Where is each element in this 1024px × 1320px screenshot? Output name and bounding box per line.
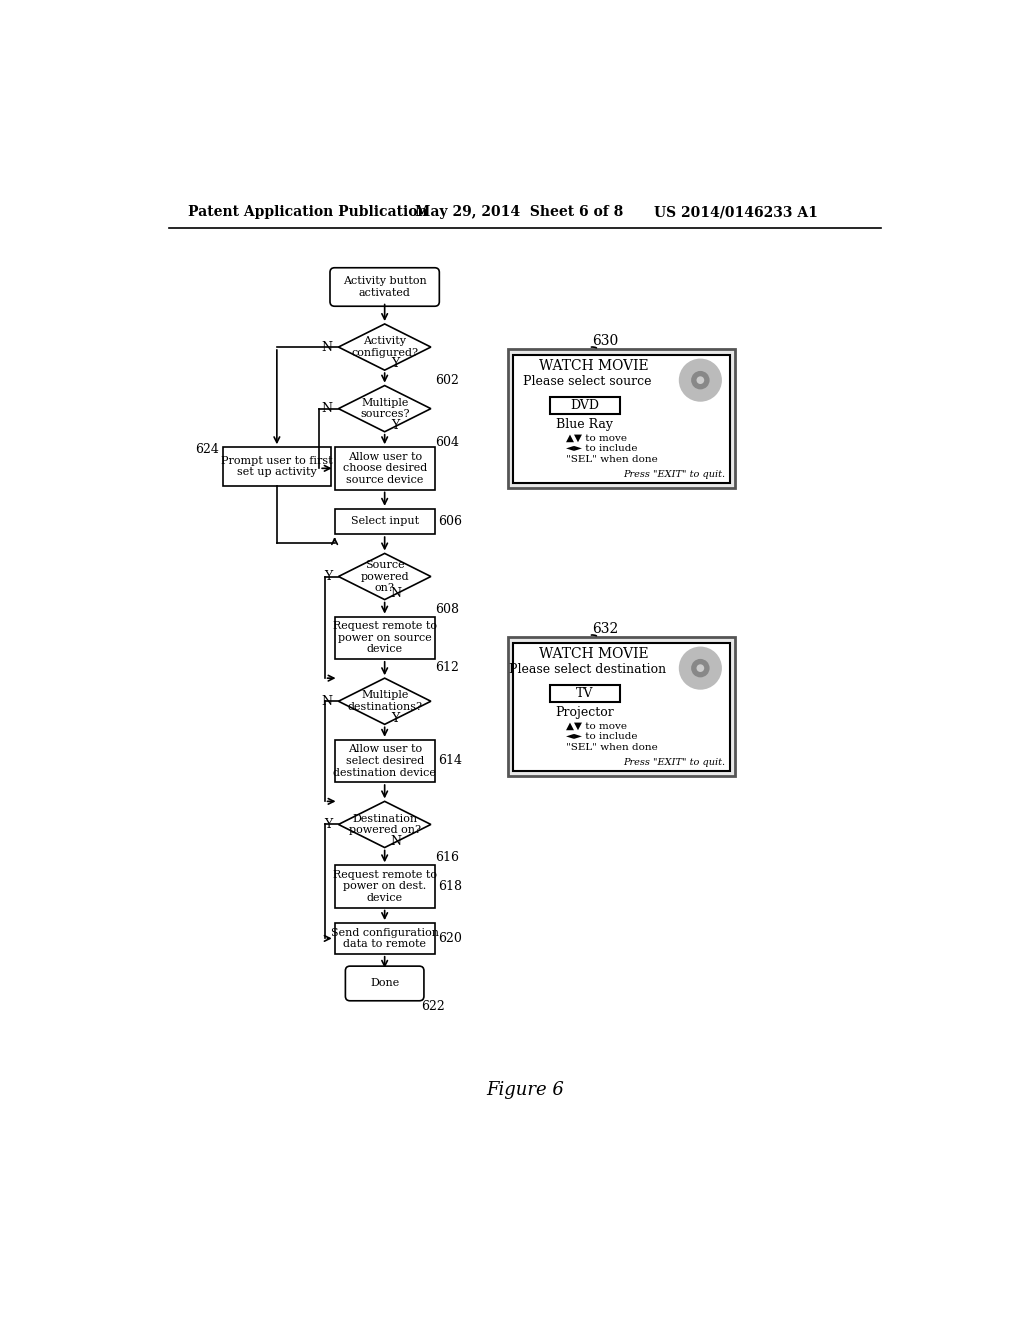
Text: N: N <box>391 587 401 601</box>
Circle shape <box>696 376 705 384</box>
Text: 624: 624 <box>196 444 219 457</box>
Polygon shape <box>339 553 431 599</box>
Circle shape <box>691 659 710 677</box>
Text: Patent Application Publication: Patent Application Publication <box>188 206 428 219</box>
Text: N: N <box>322 341 333 354</box>
Bar <box>335 447 435 490</box>
Text: ▲▼ to move
◄► to include
"SEL" when done: ▲▼ to move ◄► to include "SEL" when done <box>565 434 657 463</box>
Text: Allow user to
choose desired
source device: Allow user to choose desired source devi… <box>343 451 427 484</box>
Bar <box>335 508 435 535</box>
Text: Y: Y <box>391 711 399 725</box>
Text: Projector: Projector <box>555 706 614 719</box>
Circle shape <box>679 359 722 401</box>
Bar <box>513 643 730 771</box>
Text: Y: Y <box>391 418 399 432</box>
Text: 604: 604 <box>435 436 459 449</box>
Circle shape <box>696 664 705 672</box>
Text: Select input: Select input <box>350 516 419 527</box>
Polygon shape <box>339 323 431 370</box>
Text: Request remote to
power on dest.
device: Request remote to power on dest. device <box>333 870 436 903</box>
Bar <box>550 397 620 414</box>
Text: Done: Done <box>370 978 399 989</box>
Text: Please select source: Please select source <box>523 375 651 388</box>
Text: N: N <box>322 694 333 708</box>
Text: N: N <box>391 834 401 847</box>
Text: Activity button
activated: Activity button activated <box>343 276 427 298</box>
Text: Multiple
destinations?: Multiple destinations? <box>347 690 422 711</box>
Polygon shape <box>339 385 431 432</box>
Text: 632: 632 <box>593 622 618 636</box>
Circle shape <box>679 647 722 689</box>
Polygon shape <box>339 801 431 847</box>
Text: 606: 606 <box>438 515 463 528</box>
Text: Press "EXIT" to quit.: Press "EXIT" to quit. <box>624 470 726 479</box>
Text: Source
powered
on?: Source powered on? <box>360 560 409 593</box>
Text: 602: 602 <box>435 374 459 387</box>
FancyBboxPatch shape <box>330 268 439 306</box>
Text: N: N <box>322 403 333 416</box>
Text: ▲▼ to move
◄► to include
"SEL" when done: ▲▼ to move ◄► to include "SEL" when done <box>565 722 657 752</box>
Text: WATCH MOVIE: WATCH MOVIE <box>540 647 649 661</box>
Text: Blue Ray: Blue Ray <box>556 418 613 432</box>
Text: US 2014/0146233 A1: US 2014/0146233 A1 <box>654 206 818 219</box>
Bar <box>508 350 735 488</box>
FancyBboxPatch shape <box>345 966 424 1001</box>
Text: 612: 612 <box>435 661 459 675</box>
Bar <box>335 923 435 954</box>
Bar <box>508 638 735 776</box>
Text: Figure 6: Figure 6 <box>485 1081 564 1100</box>
Circle shape <box>691 371 710 389</box>
Text: 618: 618 <box>438 880 463 892</box>
Bar <box>335 616 435 659</box>
Polygon shape <box>339 678 431 725</box>
Text: Destination
powered on?: Destination powered on? <box>348 813 421 836</box>
Bar <box>513 355 730 483</box>
Text: WATCH MOVIE: WATCH MOVIE <box>540 359 649 374</box>
Bar <box>550 685 620 702</box>
Text: Prompt user to first
set up activity: Prompt user to first set up activity <box>221 455 333 478</box>
Bar <box>335 866 435 908</box>
Text: Press "EXIT" to quit.: Press "EXIT" to quit. <box>624 758 726 767</box>
Text: Allow user to
select desired
destination device: Allow user to select desired destination… <box>333 744 436 777</box>
Text: 620: 620 <box>438 932 463 945</box>
Text: DVD: DVD <box>570 399 599 412</box>
Text: TV: TV <box>577 686 594 700</box>
Text: Y: Y <box>324 570 333 583</box>
Text: May 29, 2014  Sheet 6 of 8: May 29, 2014 Sheet 6 of 8 <box>416 206 624 219</box>
Bar <box>223 447 331 486</box>
Text: 608: 608 <box>435 603 459 616</box>
Text: 614: 614 <box>438 755 463 767</box>
Text: 622: 622 <box>422 1001 445 1012</box>
Text: Y: Y <box>324 818 333 832</box>
Text: Request remote to
power on source
device: Request remote to power on source device <box>333 622 436 655</box>
Text: 616: 616 <box>435 851 459 865</box>
Text: 630: 630 <box>593 334 618 348</box>
Text: Y: Y <box>391 358 399 371</box>
Bar <box>335 739 435 781</box>
Text: Multiple
sources?: Multiple sources? <box>359 397 410 420</box>
Text: Send configuration
data to remote: Send configuration data to remote <box>331 928 438 949</box>
Text: Please select destination: Please select destination <box>509 663 666 676</box>
Text: Activity
configured?: Activity configured? <box>351 337 418 358</box>
